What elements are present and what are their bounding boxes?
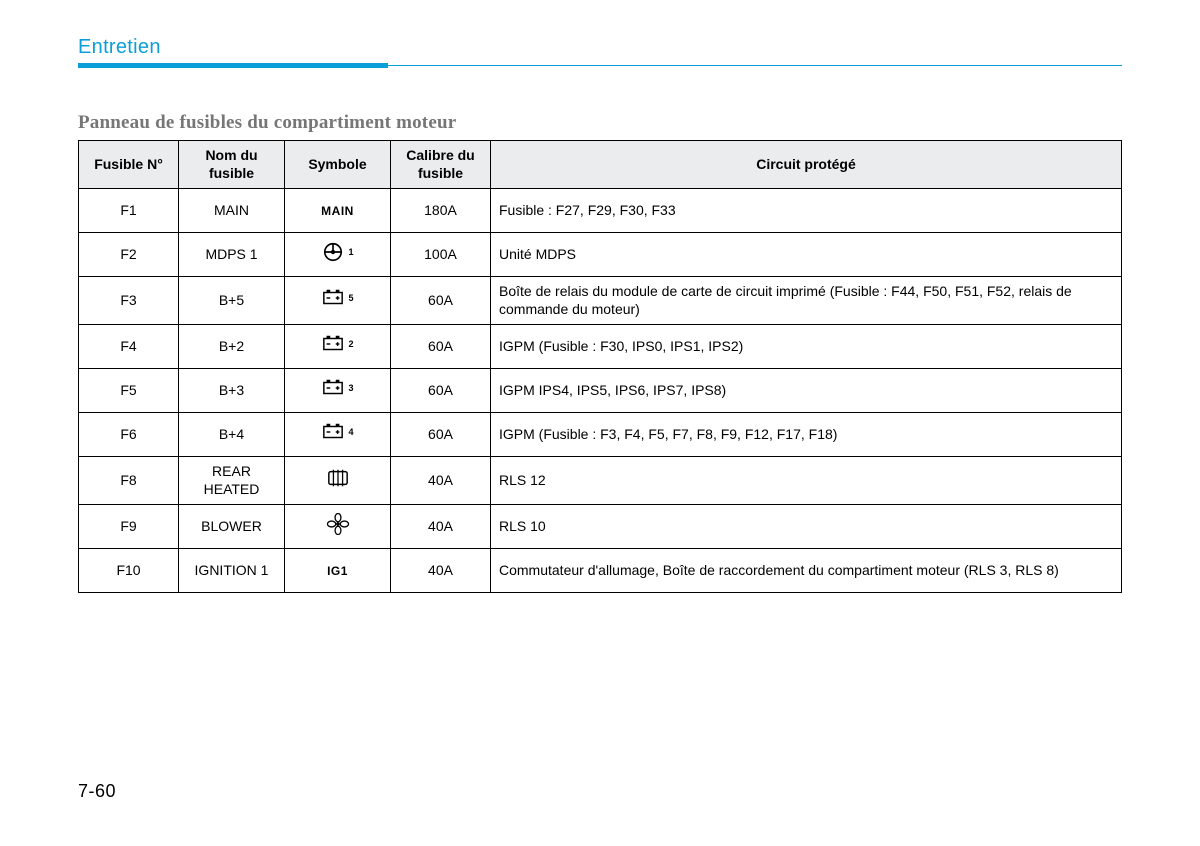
table-body: F1MAINMAIN180AFusible : F27, F29, F30, F…	[79, 189, 1122, 593]
cell-symbol: 4	[285, 413, 391, 457]
cell-symbol	[285, 505, 391, 549]
battery-icon: 4	[321, 421, 353, 443]
table-head: Fusible N° Nom du fusible Symbole Calibr…	[79, 141, 1122, 189]
cell-circuit: Unité MDPS	[491, 233, 1122, 277]
cell-fuse-name: BLOWER	[179, 505, 285, 549]
cell-symbol: 2	[285, 325, 391, 369]
section-title: Panneau de fusibles du compartiment mote…	[78, 112, 1122, 134]
table-row: F9BLOWER 40ARLS 10	[79, 505, 1122, 549]
table-row: F1MAINMAIN180AFusible : F27, F29, F30, F…	[79, 189, 1122, 233]
table-row: F2MDPS 1 1 100AUnité MDPS	[79, 233, 1122, 277]
battery-icon: 2	[321, 333, 353, 355]
cell-fuse-name: IGNITION 1	[179, 549, 285, 593]
cell-rating: 40A	[391, 549, 491, 593]
symbol-text-icon: IG1	[327, 564, 348, 578]
chapter-header: Entretien	[78, 36, 1122, 68]
cell-rating: 180A	[391, 189, 491, 233]
cell-fuse-no: F10	[79, 549, 179, 593]
cell-rating: 100A	[391, 233, 491, 277]
cell-circuit: IGPM IPS4, IPS5, IPS6, IPS7, IPS8)	[491, 369, 1122, 413]
fuse-table: Fusible N° Nom du fusible Symbole Calibr…	[78, 140, 1122, 593]
cell-circuit: Fusible : F27, F29, F30, F33	[491, 189, 1122, 233]
cell-circuit: RLS 12	[491, 457, 1122, 505]
table-row: F5B+3 3 60AIGPM IPS4, IPS5, IPS6, IPS7, IP…	[79, 369, 1122, 413]
cell-symbol: 5	[285, 277, 391, 325]
cell-circuit: RLS 10	[491, 505, 1122, 549]
cell-fuse-name: B+4	[179, 413, 285, 457]
cell-fuse-name: MDPS 1	[179, 233, 285, 277]
chapter-title: Entretien	[78, 36, 1122, 59]
manual-page: Entretien Panneau de fusibles du compart…	[0, 0, 1200, 593]
col-header-fuse-no: Fusible N°	[79, 141, 179, 189]
page-number: 7-60	[78, 781, 116, 802]
cell-fuse-name: B+5	[179, 277, 285, 325]
steering-icon: 1	[321, 241, 353, 263]
cell-fuse-no: F8	[79, 457, 179, 505]
battery-icon: 5	[321, 287, 353, 309]
cell-symbol: 3	[285, 369, 391, 413]
cell-fuse-no: F2	[79, 233, 179, 277]
cell-fuse-no: F6	[79, 413, 179, 457]
cell-circuit: Commutateur d'allumage, Boîte de raccord…	[491, 549, 1122, 593]
cell-rating: 40A	[391, 457, 491, 505]
cell-fuse-no: F3	[79, 277, 179, 325]
cell-rating: 60A	[391, 413, 491, 457]
cell-fuse-name: MAIN	[179, 189, 285, 233]
header-row: Fusible N° Nom du fusible Symbole Calibr…	[79, 141, 1122, 189]
col-header-symbol: Symbole	[285, 141, 391, 189]
table-row: F6B+4 4 60AIGPM (Fusible : F3, F4, F5, F7,…	[79, 413, 1122, 457]
col-header-circuit: Circuit protégé	[491, 141, 1122, 189]
cell-circuit: Boîte de relais du module de carte de ci…	[491, 277, 1122, 325]
cell-symbol	[285, 457, 391, 505]
cell-rating: 60A	[391, 277, 491, 325]
cell-symbol: IG1	[285, 549, 391, 593]
cell-symbol: 1	[285, 233, 391, 277]
cell-fuse-no: F1	[79, 189, 179, 233]
cell-circuit: IGPM (Fusible : F30, IPS0, IPS1, IPS2)	[491, 325, 1122, 369]
cell-symbol: MAIN	[285, 189, 391, 233]
col-header-fuse-name: Nom du fusible	[179, 141, 285, 189]
battery-icon: 3	[321, 377, 353, 399]
fan-icon	[326, 513, 350, 535]
defrost-icon	[326, 467, 350, 489]
table-row: F3B+5 5 60ABoîte de relais du module de ca…	[79, 277, 1122, 325]
cell-fuse-no: F4	[79, 325, 179, 369]
rule-thick	[78, 63, 388, 68]
cell-fuse-name: REAR HEATED	[179, 457, 285, 505]
table-row: F8REAR HEATED 40ARLS 12	[79, 457, 1122, 505]
cell-fuse-name: B+3	[179, 369, 285, 413]
cell-fuse-no: F5	[79, 369, 179, 413]
chapter-rule	[78, 63, 1122, 68]
cell-circuit: IGPM (Fusible : F3, F4, F5, F7, F8, F9, …	[491, 413, 1122, 457]
cell-fuse-no: F9	[79, 505, 179, 549]
cell-rating: 60A	[391, 369, 491, 413]
cell-fuse-name: B+2	[179, 325, 285, 369]
cell-rating: 60A	[391, 325, 491, 369]
cell-rating: 40A	[391, 505, 491, 549]
col-header-rating: Calibre du fusible	[391, 141, 491, 189]
table-row: F4B+2 2 60AIGPM (Fusible : F30, IPS0, IPS1…	[79, 325, 1122, 369]
rule-thin	[388, 65, 1122, 66]
table-row: F10IGNITION 1 IG1 40ACommutateur d'allumag…	[79, 549, 1122, 593]
symbol-text-icon: MAIN	[321, 204, 354, 218]
